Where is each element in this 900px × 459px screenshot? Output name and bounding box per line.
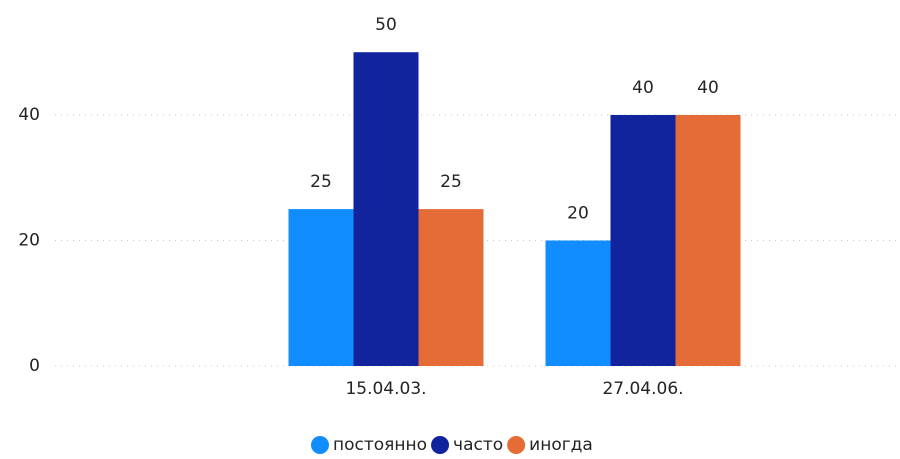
legend-marker: [311, 436, 329, 454]
bar: [610, 114, 676, 366]
x-tick-label: 15.04.03.: [345, 379, 426, 399]
y-tick-label: 40: [18, 105, 40, 125]
legend-marker: [431, 436, 450, 454]
legend-label: иногда: [529, 435, 593, 455]
data-label: 20: [567, 203, 589, 223]
bar: [545, 240, 611, 366]
y-tick-label: 0: [29, 356, 40, 376]
bar: [418, 209, 484, 366]
data-label: 25: [310, 172, 332, 192]
legend-label: часто: [453, 435, 503, 455]
bar: [288, 209, 354, 366]
data-label: 25: [440, 172, 462, 192]
legend-marker: [507, 436, 526, 454]
data-label: 50: [375, 15, 397, 35]
legend-label: постоянно: [333, 435, 427, 455]
data-label: 40: [632, 78, 654, 98]
bar: [675, 114, 741, 366]
bar: [353, 52, 419, 366]
data-label: 40: [697, 78, 719, 98]
x-tick-label: 27.04.06.: [602, 379, 683, 399]
y-tick-label: 20: [18, 230, 40, 250]
